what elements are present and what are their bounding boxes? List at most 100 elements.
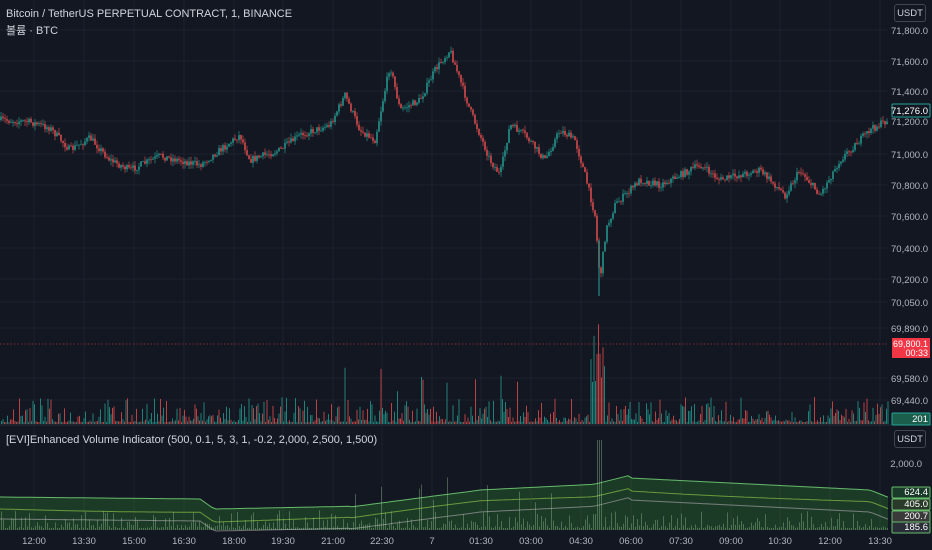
volume-bar [172,418,173,424]
candle-body [86,137,88,142]
candle-body [682,171,684,177]
evi-volume-bar [847,528,848,530]
price-axis[interactable]: 71,800.071,600.071,400.071,200.071,000.0… [891,26,928,407]
price-axis-label: 70,050.0 [891,298,928,309]
evi-volume-bar [273,522,274,530]
evi-volume-bar [665,526,666,530]
evi-legend[interactable]: [EVI]Enhanced Volume Indicator (500, 0.1… [6,434,378,446]
candle-body [262,152,264,157]
candle-body [726,175,728,180]
volume-bar [259,413,260,424]
evi-axis[interactable]: 2,000.0 [890,459,922,470]
candle-body [18,121,20,125]
evi-volume-bar [169,517,170,530]
evi-volume-bar [5,527,6,530]
volume-bar [854,421,856,424]
candle-body [568,132,570,137]
volume-bar [277,418,278,424]
volume-bar [56,421,58,424]
evi-volume-bar [591,527,592,530]
volume-bar [136,408,137,424]
evi-volume-bar [761,527,762,530]
evi-volume-bar [163,527,164,530]
volume-bar [296,421,298,424]
volume-bar [872,407,874,424]
volume-bar [482,413,484,424]
volume-bar [827,415,829,424]
candle-body [390,72,392,74]
evi-volume-bar [451,520,452,530]
volume-bar [227,420,229,424]
candle-body [514,124,516,127]
volume-bar [106,421,107,424]
evi-volume-bar [269,523,270,530]
volume-bar [668,412,670,424]
volume-bar [457,415,458,424]
evi-volume-bar [635,526,636,530]
volume-bar [746,411,748,424]
evi-volume-bar [319,510,320,530]
candle-body [660,187,662,189]
volume-bar [95,421,97,424]
evi-volume-bar [367,524,368,530]
evi-volume-bar [571,522,572,530]
candle-body [480,135,482,138]
volume-bar [764,418,766,424]
volume-bar [698,420,700,424]
volume-bar [404,405,406,424]
evi-volume-bar [473,522,474,530]
candle-body [360,130,362,132]
evi-volume-bar [517,522,518,530]
evi-volume-bar [371,527,372,530]
candle-body [308,133,310,136]
evi-volume-bar [151,526,152,530]
evi-volume-bar [569,515,570,530]
candle-body [284,142,286,149]
evi-volume-bar [503,527,504,530]
evi-volume-bar [489,516,490,530]
volume-bar [107,399,109,424]
volume-bar [619,420,620,424]
volume-bar [193,418,194,424]
symbol-legend[interactable]: Bitcoin / TetherUS PERPETUAL CONTRACT, 1… [6,8,293,20]
evi-volume-bar [713,527,714,530]
candle-body [188,161,190,166]
volume-bar [163,407,164,424]
evi-volume-bar [561,521,562,530]
evi-volume-bar [647,525,648,530]
candle-body [130,167,132,169]
candle-body [608,222,610,226]
candle-body [862,133,864,136]
volume-legend[interactable]: 볼륨 · BTC [6,25,59,37]
volume-bar [62,421,64,424]
candle-body [364,132,366,137]
candle-body [634,183,636,188]
evi-volume-bar [291,527,292,530]
volume-bar [625,405,626,424]
evi-currency-button[interactable]: USDT [894,430,926,448]
evi-volume-bar [427,520,428,530]
time-axis[interactable]: 12:00 13:30 15:00 16:30 18:00 19:30 21:00 22:30… [22,536,892,547]
volume-bar [656,419,658,424]
volume-bar [187,421,188,424]
evi-volume-bar [523,518,524,530]
volume-bar [2,419,4,424]
volume-bar [572,421,574,424]
candle-body [486,149,488,156]
evi-volume-bar [59,527,60,530]
candle-body [668,182,670,184]
volume-bar [842,416,844,424]
time-axis-label: 19:30 [271,536,295,547]
evi-volume-bar [51,527,52,530]
evi-volume-bar [155,517,156,530]
candle-body [354,111,356,117]
candle-body [92,138,94,141]
candle-body [712,173,714,175]
candle-body [826,182,828,189]
candle-body [438,62,440,70]
currency-button[interactable]: USDT [894,4,926,22]
volume-bar [82,421,83,424]
volume-bar [655,411,656,424]
volume-bar [751,415,752,424]
